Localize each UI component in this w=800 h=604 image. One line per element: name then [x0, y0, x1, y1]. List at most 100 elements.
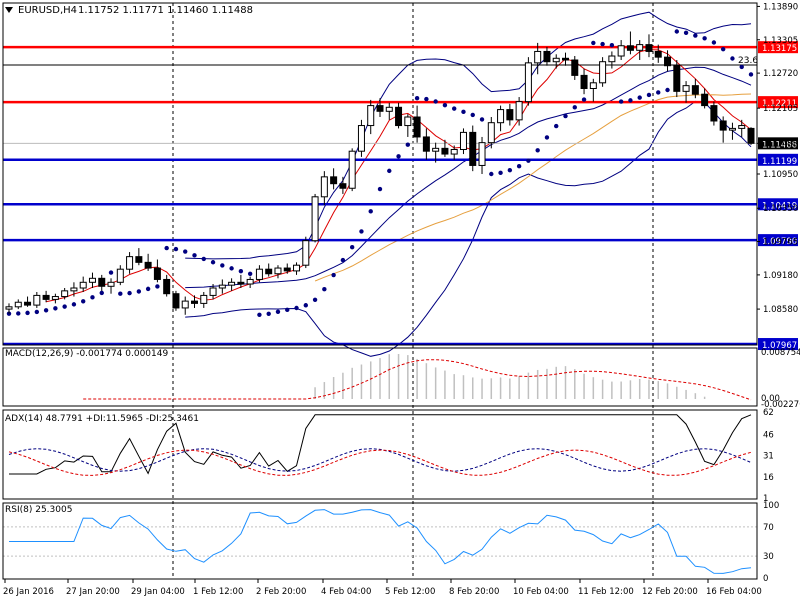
sar-dot [720, 46, 726, 52]
sar-dot [71, 302, 77, 307]
candle-body [395, 106, 403, 127]
candle-body [571, 59, 579, 76]
sar-dot [201, 256, 206, 262]
sar-dot [210, 260, 216, 265]
sar-dot [748, 72, 754, 77]
sar-dot [145, 286, 151, 292]
rsi-tick-label: 0 [763, 574, 768, 584]
candle-body [413, 116, 421, 138]
candle-body [701, 93, 709, 107]
sar-dot [628, 98, 633, 103]
sar-dot [498, 170, 503, 176]
adx-tick-label: 16 [763, 473, 774, 483]
sar-dot [229, 266, 234, 271]
candle-body [376, 105, 384, 112]
candle-body [181, 300, 189, 309]
adx-panel [8, 414, 752, 476]
level-tag [758, 338, 798, 351]
candle-body [42, 294, 50, 300]
candle-body [320, 176, 328, 198]
candle-body [51, 296, 59, 300]
time-axis: 26 Jan 2016 27 Jan 20:00 29 Jan 04:00 1 Feb… [3, 579, 762, 597]
sar-dot [136, 289, 142, 294]
level-tag [758, 234, 798, 247]
dropdown-triangle-icon[interactable] [5, 7, 13, 13]
sar-dot [433, 99, 438, 104]
horizontal-levels[interactable]: 1.13175 1.12211 1.11488 1.11199 1.10419 1.097… [3, 41, 798, 351]
sar-dot [730, 56, 735, 61]
sar-dot [340, 257, 346, 263]
candle-body [88, 277, 96, 283]
candlesticks [5, 31, 755, 315]
candle-body [209, 287, 217, 296]
sar-dot [535, 148, 540, 153]
sar-dot [554, 123, 559, 129]
time-tick-label: 12 Feb 20:00 [642, 587, 698, 597]
candle-body [200, 294, 208, 304]
candle-body [728, 127, 736, 131]
price-tick-label: 1.09180 [763, 271, 798, 281]
time-tick-label: 26 Jan 2016 [3, 587, 54, 597]
fib-label: 23.6 [738, 56, 758, 66]
sar-dot [591, 40, 596, 46]
sar-dot [656, 90, 661, 95]
sar-dot [377, 186, 383, 192]
candle-body [283, 267, 291, 272]
sar-dot [693, 33, 698, 38]
sar-dot [702, 36, 707, 41]
chart-title: EURUSD,H4 [18, 5, 77, 16]
time-tick-label: 29 Jan 04:00 [131, 587, 185, 597]
candle-body [348, 150, 356, 189]
price-tick-label: 1.13305 [763, 36, 798, 46]
panel-border [2, 2, 758, 346]
sar-dot [349, 245, 355, 250]
bollinger-middle [185, 66, 752, 289]
sar-dot [173, 246, 179, 252]
sar-dot [257, 312, 262, 317]
adx-label: ADX(14) 48.7791 +DI:11.5965 -DI:25.3461 [5, 414, 199, 424]
candle-body [608, 55, 616, 63]
candle-body [116, 268, 124, 283]
candle-body [311, 196, 319, 242]
sar-dot [127, 290, 132, 296]
candle-body [367, 105, 375, 127]
candle-body [107, 281, 115, 287]
sar-dot [266, 311, 271, 316]
ma-fast [45, 49, 752, 303]
sar-dot [507, 167, 513, 173]
candle-body [98, 277, 106, 287]
rsi-label: RSI(8) 25.3005 [5, 505, 72, 515]
price-tag-text: 1.11488 [762, 140, 797, 150]
price-tag [758, 137, 798, 150]
sar-dot [368, 209, 373, 214]
sar-dot [396, 154, 401, 159]
candle-body [673, 65, 681, 92]
panel-border [2, 409, 758, 500]
candle-body [422, 136, 430, 152]
moving-averages [45, 49, 752, 303]
sar-dot [43, 308, 49, 313]
candle-body [626, 45, 634, 51]
time-tick-label: 10 Feb 04:00 [513, 587, 569, 597]
sar-dot [118, 291, 123, 296]
candle-body [255, 268, 263, 280]
macd-panel [83, 354, 752, 401]
adx-tick-label: 46 [763, 431, 774, 441]
level-tag-text: 1.07967 [762, 341, 797, 351]
bollinger-upper [185, 11, 752, 260]
sar-dot [322, 286, 327, 292]
macd-tick-label: 0.00 [761, 394, 780, 404]
macd-tick-label: 0.008754 [761, 348, 800, 358]
sar-dot [544, 135, 550, 140]
level-tag-text: 1.12211 [762, 99, 797, 109]
ohlc-readout: 1.11752 1.11771 1.11460 1.11488 [78, 5, 253, 16]
sar-dot [183, 249, 188, 254]
sar-dot [164, 245, 169, 251]
candle-body [144, 261, 152, 269]
price-axis: 1.13890 1.13305 1.12720 1.12105 1.11488 1.109… [757, 2, 800, 584]
parabolic-sar [6, 29, 754, 317]
candle-body [14, 301, 22, 308]
sar-dot [479, 117, 485, 122]
sar-dot [683, 30, 689, 36]
